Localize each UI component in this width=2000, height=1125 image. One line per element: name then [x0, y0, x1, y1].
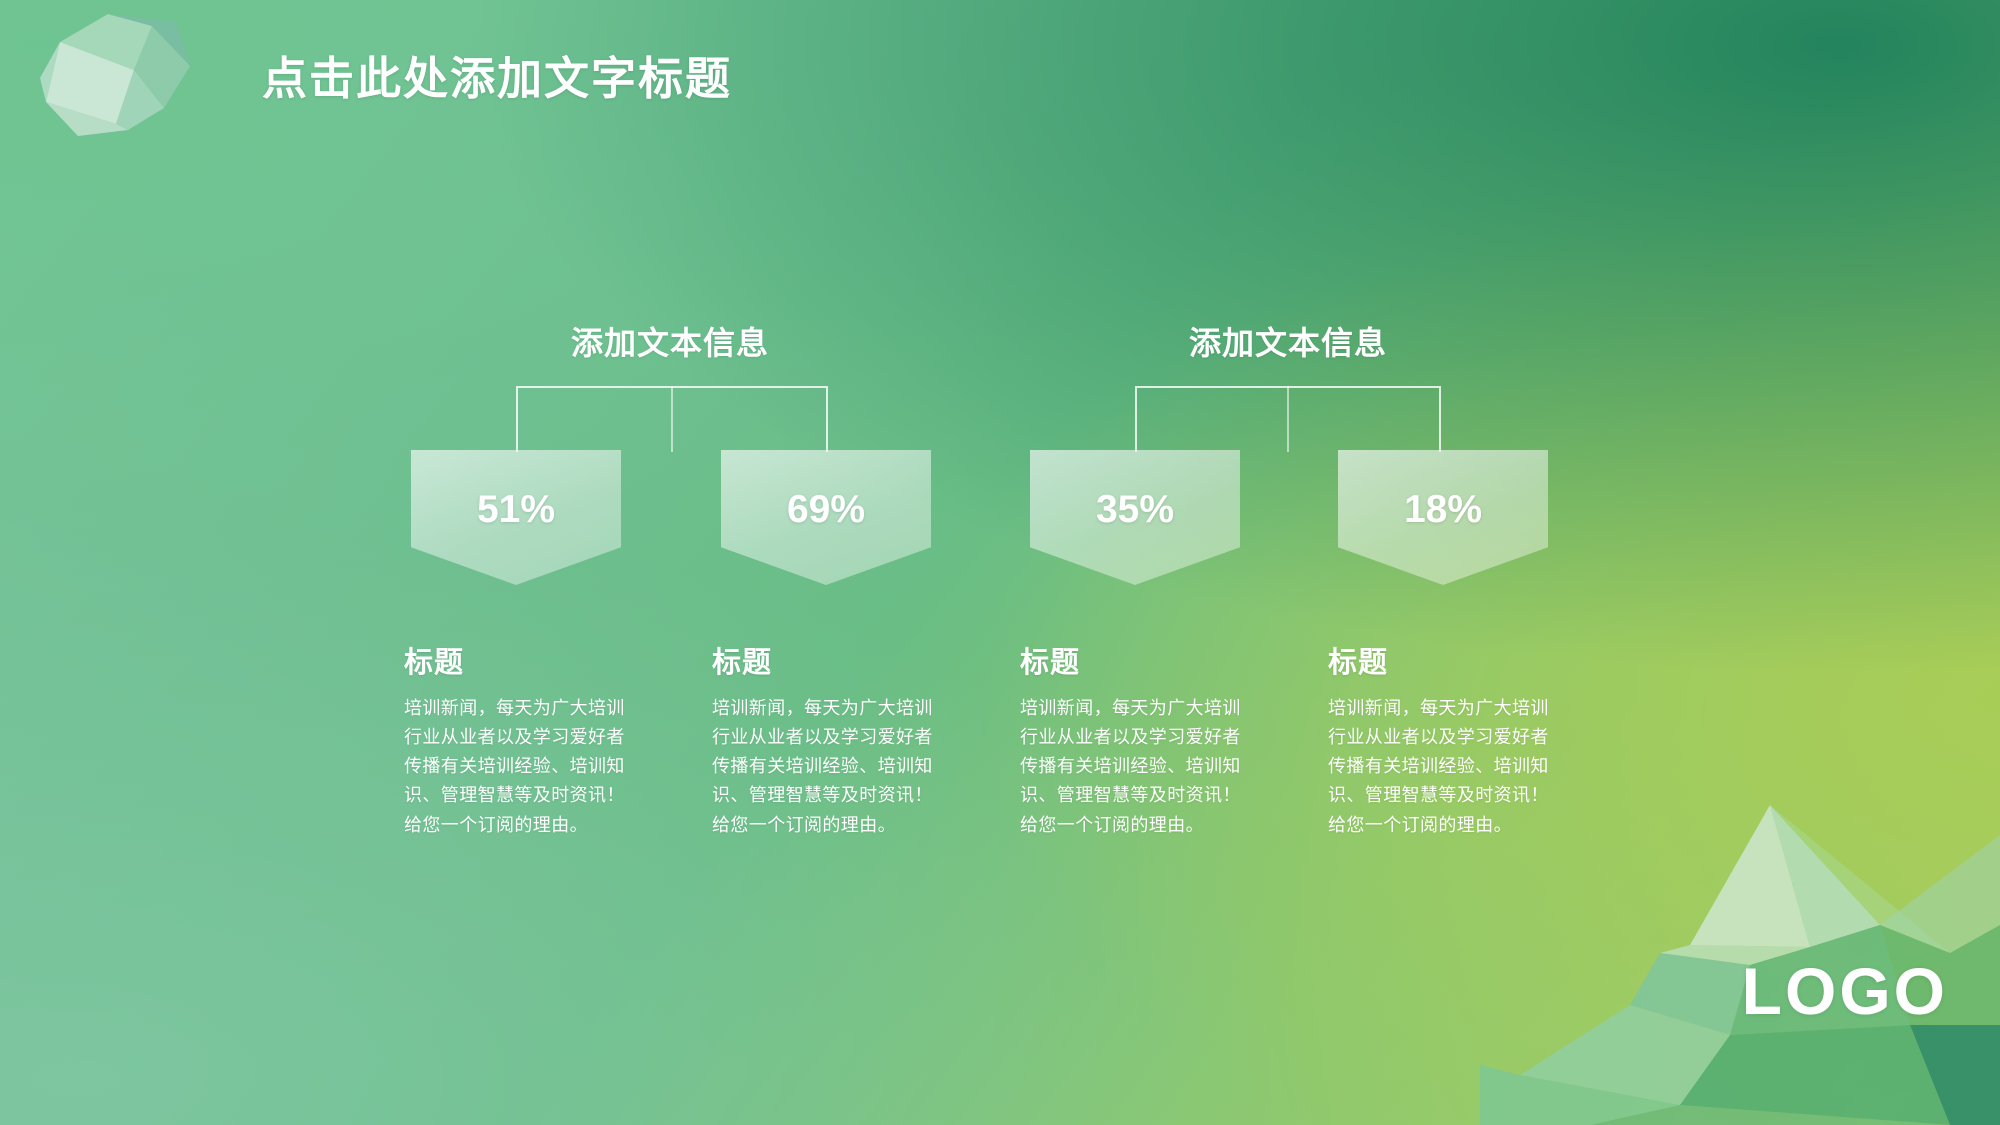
- text-column-3: 标题 培训新闻，每天为广大培训行业从业者以及学习爱好者传播有关培训经验、培训知识…: [1020, 647, 1248, 840]
- text-column-2: 标题 培训新闻，每天为广大培训行业从业者以及学习爱好者传播有关培训经验、培训知识…: [712, 647, 940, 840]
- group-heading-1: 添加文本信息: [570, 325, 770, 361]
- logo: LOGO LOGO: [1741, 954, 1948, 1091]
- text-column-1: 标题 培训新闻，每天为广大培训行业从业者以及学习爱好者传播有关培训经验、培训知识…: [404, 647, 632, 840]
- column-body-2: 培训新闻，每天为广大培训行业从业者以及学习爱好者传播有关培训经验、培训知识、管理…: [712, 697, 933, 835]
- text-column-4: 标题 培训新闻，每天为广大培训行业从业者以及学习爱好者传播有关培训经验、培训知识…: [1328, 647, 1556, 840]
- metric-value-3: 35%: [1095, 488, 1175, 531]
- column-title-1: 标题: [404, 647, 465, 679]
- metric-arrow-1[interactable]: 51%: [411, 450, 621, 585]
- bracket-stem-2: [1287, 386, 1289, 452]
- metric-arrow-3[interactable]: 35%: [1030, 450, 1240, 585]
- logo-reflection: LOGO: [1741, 955, 1948, 1029]
- low-poly-gem-decoration: [40, 14, 190, 136]
- metric-value-2: 69%: [786, 488, 866, 531]
- column-title-3: 标题: [1020, 647, 1081, 679]
- metric-arrow-2[interactable]: 69%: [721, 450, 931, 585]
- page-title: 点击此处添加文字标题: [262, 53, 733, 104]
- column-body-1: 培训新闻，每天为广大培训行业从业者以及学习爱好者传播有关培训经验、培训知识、管理…: [404, 697, 625, 835]
- bracket-stem-1: [671, 386, 673, 452]
- column-body-3: 培训新闻，每天为广大培训行业从业者以及学习爱好者传播有关培训经验、培训知识、管理…: [1020, 697, 1241, 835]
- metric-value-1: 51%: [476, 488, 556, 531]
- column-title-4: 标题: [1328, 647, 1389, 679]
- group-heading-2: 添加文本信息: [1188, 325, 1388, 361]
- logo-text: LOGO: [1741, 954, 1948, 1028]
- column-body-4: 培训新闻，每天为广大培训行业从业者以及学习爱好者传播有关培训经验、培训知识、管理…: [1328, 697, 1549, 835]
- metric-arrow-4[interactable]: 18%: [1338, 450, 1548, 585]
- metric-value-4: 18%: [1403, 488, 1483, 531]
- column-title-2: 标题: [712, 647, 773, 679]
